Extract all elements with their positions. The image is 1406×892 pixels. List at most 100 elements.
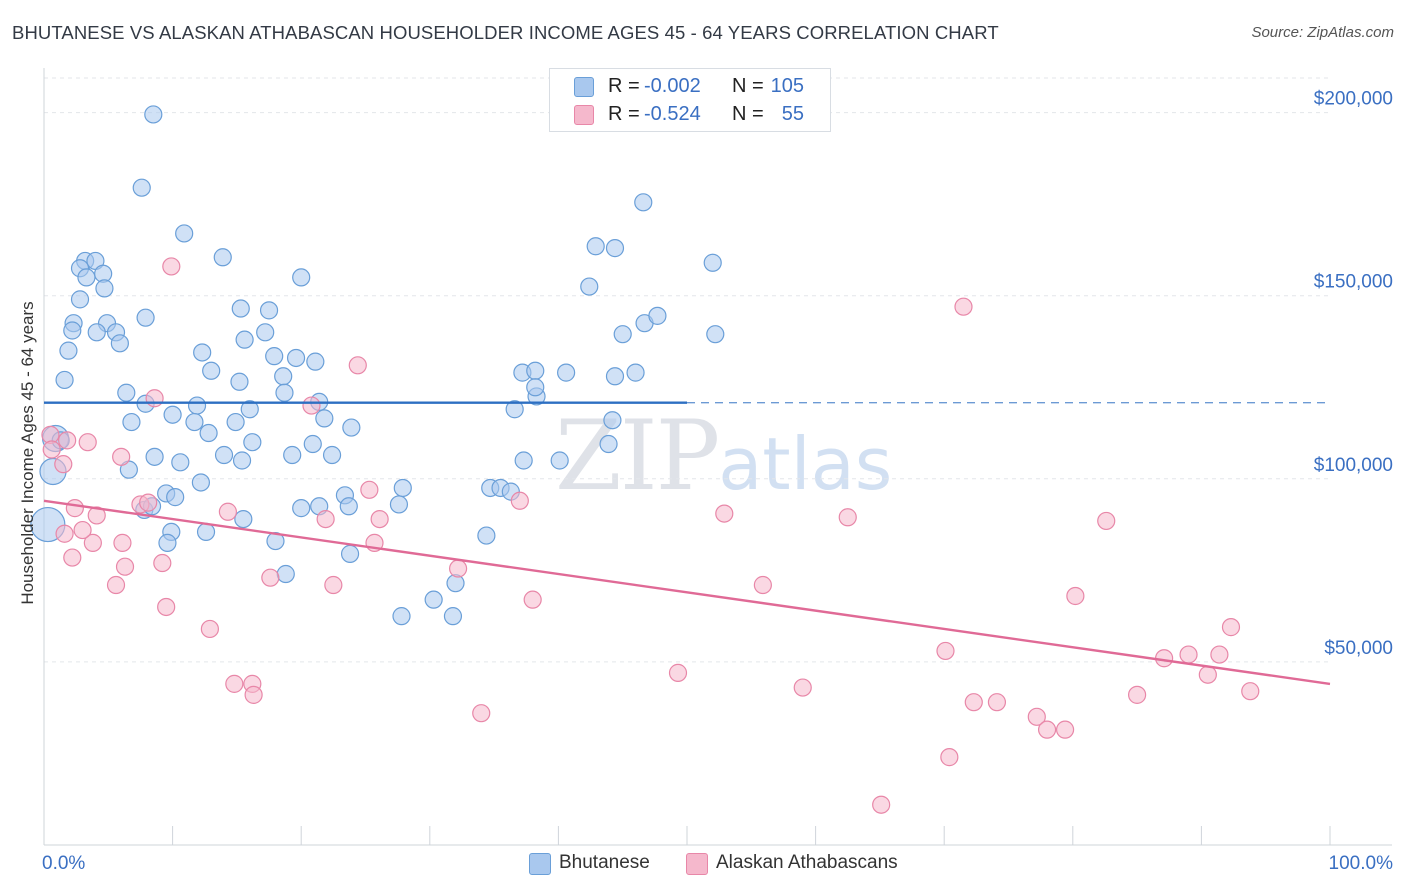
legend-r-value: -0.524 — [644, 103, 701, 125]
alaskan-athabascan-point — [87, 506, 106, 525]
bhutanese-point — [514, 451, 533, 470]
alaskan-athabascan-point — [936, 641, 955, 661]
legend-swatch-blue — [529, 853, 551, 875]
bhutanese-point — [393, 478, 412, 498]
bhutanese-point — [603, 411, 622, 430]
bhutanese-point — [122, 412, 141, 432]
alaskan-athabascan-point — [54, 455, 73, 474]
alaskan-athabascan-point — [448, 559, 468, 578]
bhutanese-point — [95, 279, 114, 298]
bhutanese-point — [234, 509, 253, 529]
alaskan-athabascan-point — [113, 533, 132, 552]
bhutanese-point — [213, 248, 232, 267]
alaskan-athabascan-point — [987, 693, 1007, 712]
correlation-legend: R = -0.002 N = 105 R = -0.524 N = 55 — [549, 68, 831, 132]
bhutanese-point — [240, 400, 259, 419]
bhutanese-point — [231, 299, 250, 318]
bhutanese-point — [286, 348, 306, 368]
y-tick-label: $150,000 — [1314, 272, 1393, 293]
bhutanese-point — [605, 367, 625, 386]
bhutanese-point — [110, 334, 129, 353]
alaskan-athabascan-point — [162, 257, 181, 276]
legend-label: Bhutanese — [559, 852, 650, 873]
alaskan-athabascan-point — [348, 356, 367, 375]
alaskan-athabascan-point — [145, 389, 164, 408]
alaskan-athabascan-point — [1055, 720, 1075, 739]
alaskan-athabascan-point — [218, 502, 237, 521]
bhutanese-point — [303, 434, 322, 454]
bhutanese-point — [706, 325, 725, 344]
bhutanese-point — [580, 277, 599, 296]
alaskan-athabascan-point — [200, 619, 219, 639]
bhutanese-point — [63, 321, 82, 340]
alaskan-athabascan-point — [324, 575, 343, 595]
alaskan-athabascan-point — [73, 520, 92, 540]
alaskan-athabascan-point — [244, 685, 263, 704]
legend-label: Alaskan Athabascans — [716, 852, 898, 873]
bhutanese-point — [322, 445, 342, 465]
alaskan-athabascan-point — [1037, 720, 1057, 739]
legend-n-label: N = — [732, 103, 764, 125]
alaskan-athabascan-point — [510, 491, 529, 510]
bhutanese-point — [55, 370, 74, 390]
alaskan-athabascan-point — [261, 568, 280, 587]
bhutanese-point — [292, 268, 311, 287]
legend-r-label: R = — [608, 75, 640, 97]
alaskan-athabascan-point — [872, 795, 891, 814]
bhutanese-point — [599, 434, 618, 454]
bhutanese-point — [117, 383, 136, 402]
alaskan-athabascan-point — [225, 674, 244, 693]
bhutanese-point — [477, 526, 496, 545]
bhutanese-point — [550, 451, 569, 470]
bhutanese-point — [232, 451, 252, 470]
bhutanese-point — [199, 423, 218, 443]
bhutanese-point — [505, 400, 524, 419]
y-tick-label: $50,000 — [1324, 638, 1393, 659]
alaskan-athabascan-point — [58, 431, 77, 450]
y-tick-label: $200,000 — [1314, 89, 1393, 110]
alaskan-athabascan-point — [42, 440, 61, 459]
bhutanese-point — [342, 418, 361, 437]
alaskan-athabascan-point — [1179, 645, 1198, 664]
source-label: Source: ZipAtlas.com — [1251, 24, 1394, 41]
bhutanese-point — [648, 306, 667, 325]
alaskan-athabascan-point — [753, 575, 772, 595]
bhutanese-point — [87, 323, 106, 342]
alaskan-athabascan-point — [139, 493, 158, 512]
bhutanese-point — [196, 522, 216, 542]
alaskan-athabascan-point — [106, 575, 126, 595]
bhutanese-point — [230, 372, 249, 391]
bhutanese-point — [158, 533, 177, 552]
bhutanese-point — [185, 412, 204, 432]
legend-r-label: R = — [608, 103, 640, 125]
bhutanese-point — [392, 607, 411, 626]
bhutanese-point — [144, 105, 163, 124]
bhutanese-point — [235, 330, 254, 349]
alaskan-athabascan-point — [793, 678, 812, 697]
bhutanese-point — [634, 193, 653, 212]
legend-n-value: 105 — [770, 75, 804, 97]
watermark-atlas: atlas — [718, 422, 893, 506]
alaskan-athabascan-point — [65, 499, 84, 518]
alaskan-athabascan-point — [715, 504, 734, 523]
alaskan-athabascan-point — [316, 509, 335, 529]
legend-swatch-pink — [574, 105, 594, 125]
alaskan-athabascan-point — [78, 433, 97, 452]
alaskan-athabascan-point — [954, 297, 973, 316]
alaskan-athabascan-point — [1097, 511, 1116, 531]
bhutanese-point — [77, 268, 96, 287]
bhutanese-point — [626, 363, 645, 382]
alaskan-athabascan-point — [153, 553, 172, 573]
bhutanese-point — [586, 237, 605, 256]
alaskan-athabascan-point — [1210, 645, 1229, 664]
alaskan-athabascan-point — [1066, 586, 1085, 606]
bhutanese-point — [283, 445, 302, 465]
legend-n-value: 55 — [781, 103, 804, 125]
bhutanese-point — [243, 433, 262, 452]
watermark: ZIPatlas — [555, 400, 892, 512]
alaskan-athabascan-point — [1198, 665, 1217, 684]
bhutanese-point — [70, 290, 90, 309]
legend-row-bhutanese: R = -0.002 N = 105 — [550, 73, 830, 101]
bhutanese-point — [202, 361, 221, 380]
alaskan-athabascan-point — [1127, 685, 1147, 704]
